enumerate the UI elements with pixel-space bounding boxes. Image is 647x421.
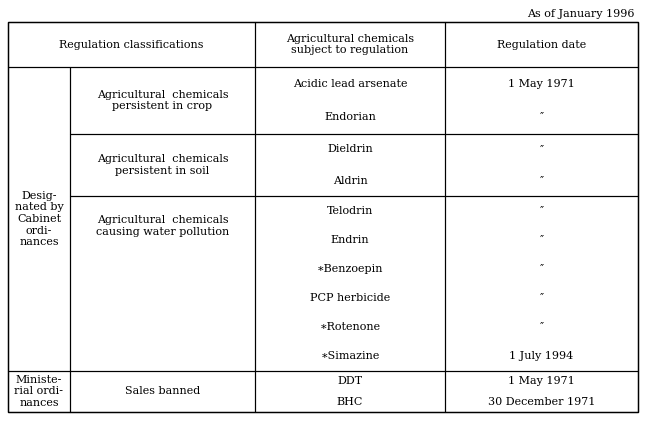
Text: 1 July 1994: 1 July 1994 (509, 352, 574, 361)
Bar (70, 371, 255, 412)
Bar (255, 22, 445, 67)
Text: As of January 1996: As of January 1996 (527, 9, 635, 19)
Bar (255, 196, 445, 371)
Bar (445, 371, 638, 412)
Text: Desig-
nated by
Cabinet
ordi-
nances: Desig- nated by Cabinet ordi- nances (15, 191, 63, 247)
Text: Agricultural  chemicals
persistent in soil: Agricultural chemicals persistent in soi… (96, 154, 228, 176)
Text: ″: ″ (540, 112, 543, 122)
Text: ∗Simazine: ∗Simazine (320, 352, 380, 361)
Text: 1 May 1971: 1 May 1971 (508, 79, 575, 89)
Text: 30 December 1971: 30 December 1971 (488, 397, 595, 407)
Text: 1 May 1971: 1 May 1971 (508, 376, 575, 386)
Text: ″: ″ (540, 176, 543, 186)
Text: Telodrin: Telodrin (327, 205, 373, 216)
Bar (445, 67, 638, 134)
Text: Regulation date: Regulation date (497, 40, 586, 50)
Text: Agricultural  chemicals
causing water pollution: Agricultural chemicals causing water pol… (96, 215, 229, 237)
Bar (255, 371, 445, 412)
Bar (70, 134, 255, 196)
Text: PCP herbicide: PCP herbicide (310, 293, 390, 303)
Text: BHC: BHC (337, 397, 363, 407)
Text: Acidic lead arsenate: Acidic lead arsenate (292, 79, 407, 89)
Bar (8, 67, 70, 371)
Bar (255, 67, 445, 134)
Text: Endrin: Endrin (331, 235, 369, 245)
Text: ″: ″ (540, 264, 543, 274)
Text: Endorian: Endorian (324, 112, 376, 122)
Text: Agricultural chemicals
subject to regulation: Agricultural chemicals subject to regula… (286, 34, 414, 55)
Text: ∗Rotenone: ∗Rotenone (320, 322, 380, 332)
Bar (445, 134, 638, 196)
Text: ″: ″ (540, 322, 543, 332)
Text: ″: ″ (540, 144, 543, 155)
Bar (445, 22, 638, 67)
Text: Sales banned: Sales banned (125, 386, 200, 397)
Text: Regulation classifications: Regulation classifications (60, 40, 204, 50)
Bar (255, 134, 445, 196)
Bar (8, 371, 70, 412)
Text: ″: ″ (540, 205, 543, 216)
Text: Agricultural  chemicals
persistent in crop: Agricultural chemicals persistent in cro… (96, 90, 228, 111)
Text: ″: ″ (540, 235, 543, 245)
Bar (445, 196, 638, 371)
Bar (70, 196, 255, 371)
Text: Dieldrin: Dieldrin (327, 144, 373, 155)
Text: Aldrin: Aldrin (333, 176, 367, 186)
Text: ∗Benzoepin: ∗Benzoepin (317, 264, 383, 274)
Text: Ministe-
rial ordi-
nances: Ministe- rial ordi- nances (14, 375, 63, 408)
Bar (8, 22, 255, 67)
Text: ″: ″ (540, 293, 543, 303)
Bar (70, 67, 255, 134)
Text: DDT: DDT (338, 376, 362, 386)
